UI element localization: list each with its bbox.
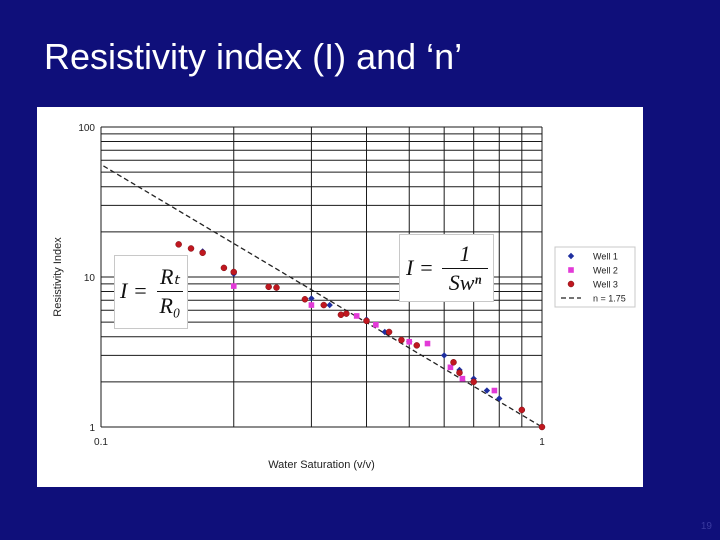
fit-line-path: [103, 165, 543, 428]
formula-left: I = Rₜ R₀: [114, 255, 188, 329]
data-point: [450, 359, 457, 366]
legend-label: Well 3: [593, 280, 618, 290]
data-point: [363, 317, 370, 325]
data-point: [424, 340, 431, 347]
page-number: 19: [700, 521, 712, 532]
formula-right-bar: [442, 268, 488, 269]
formula-left-fraction: Rₜ R₀: [157, 264, 183, 319]
data-point: [518, 406, 526, 414]
data-point: [337, 311, 345, 319]
data-point: [230, 283, 237, 289]
data-point: [220, 264, 228, 272]
chart-panel: Water Saturation (v/v) Resistivity Index…: [37, 107, 643, 487]
data-point: [447, 364, 454, 371]
data-point: [398, 336, 405, 344]
legend-marker: [567, 280, 575, 288]
data-point: [273, 284, 280, 291]
data-point: [320, 301, 328, 309]
y-axis-label: Resistivity Index: [52, 237, 64, 317]
data-point: [491, 387, 498, 394]
tick-labels: 0.1 1 1 10 100: [78, 123, 545, 448]
fit-line: [103, 165, 543, 428]
data-point: [385, 328, 393, 336]
formula-right-lhs: I =: [406, 255, 434, 280]
formula-right: I = 1 Swⁿ: [399, 234, 494, 302]
data-point: [483, 387, 491, 394]
data-point: [440, 352, 448, 359]
formula-right-numerator: 1: [459, 241, 471, 266]
data-point: [406, 338, 413, 345]
legend-label: n = 1.75: [593, 294, 626, 304]
data-point: [496, 395, 503, 402]
data-point: [470, 378, 477, 386]
formula-left-numerator: Rₜ: [160, 264, 180, 289]
legend-marker: [567, 252, 575, 260]
data-point: [199, 249, 206, 257]
data-point: [301, 296, 309, 303]
data-point: [413, 342, 421, 349]
slide-title: Resistivity index (I) and ‘n’: [44, 36, 463, 77]
data-point: [265, 283, 272, 291]
data-point: [308, 295, 315, 302]
data-point: [326, 301, 333, 309]
series-well-3: [175, 241, 546, 431]
formula-left-bar: [157, 291, 183, 292]
y-tick-label: 10: [84, 273, 96, 284]
data-point: [353, 313, 360, 319]
data-point: [187, 245, 195, 252]
series-well-2: [230, 283, 498, 394]
legend-marker: [568, 267, 574, 273]
data-point: [230, 268, 238, 276]
y-tick-label: 1: [89, 423, 95, 434]
data-point: [343, 310, 350, 317]
x-axis-label: Water Saturation (v/v): [268, 459, 375, 471]
legend-box: [554, 246, 636, 308]
data-point: [456, 369, 463, 376]
data-point: [538, 423, 546, 431]
y-tick-label: 100: [78, 123, 95, 134]
data-point: [175, 241, 182, 248]
data-point: [373, 322, 379, 328]
formula-left-lhs: I =: [120, 278, 148, 303]
data-point: [308, 302, 315, 308]
data-point: [459, 375, 466, 382]
legend: Well 1 Well 2 Well 3 n = 1.75: [554, 246, 636, 308]
x-tick-label: 0.1: [94, 437, 108, 448]
legend-label: Well 1: [593, 252, 618, 262]
data-points: [175, 241, 546, 431]
formula-left-denominator: R₀: [159, 293, 181, 318]
formula-right-denominator: Swⁿ: [448, 270, 482, 295]
x-tick-label: 1: [539, 437, 545, 448]
formula-right-fraction: 1 Swⁿ: [442, 241, 488, 296]
axes: Water Saturation (v/v) Resistivity Index: [52, 237, 375, 471]
legend-label: Well 2: [593, 266, 618, 276]
